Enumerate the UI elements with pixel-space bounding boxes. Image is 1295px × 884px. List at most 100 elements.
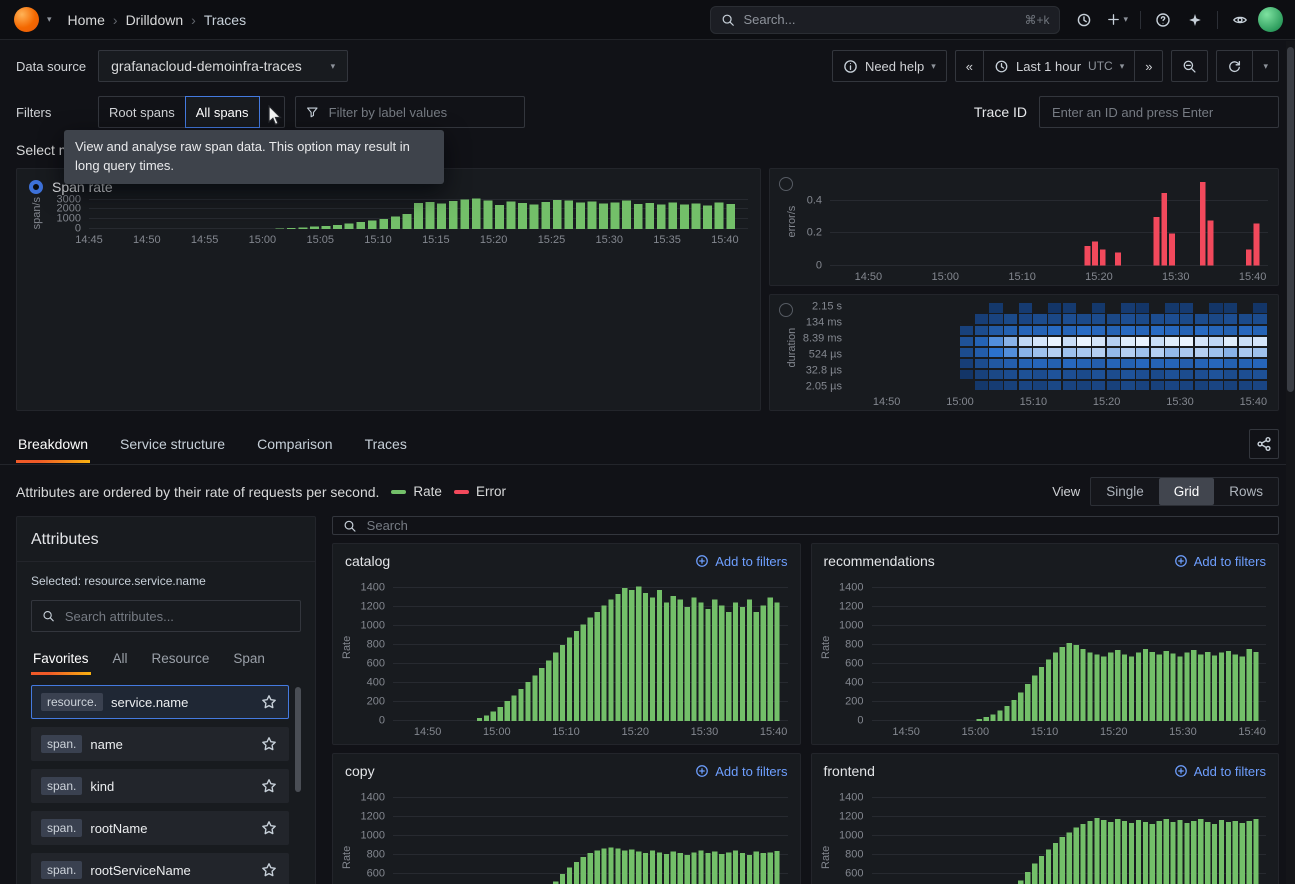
chevron-down-icon[interactable]: ▾	[47, 14, 52, 24]
favorite-star-button[interactable]	[259, 818, 279, 838]
error-rate-radio[interactable]	[779, 177, 793, 191]
attribute-item-name[interactable]: span. name	[31, 727, 289, 761]
panel-search-input[interactable]	[332, 516, 1279, 535]
datasource-picker[interactable]: grafanacloud-demoinfra-traces ▾	[98, 50, 349, 82]
plus-circle-icon	[696, 555, 709, 567]
attribute-search-input[interactable]	[31, 600, 301, 632]
add-to-filters-label: Add to filters	[1193, 553, 1266, 569]
help-button[interactable]	[1149, 6, 1177, 34]
page-scrollbar[interactable]	[1286, 41, 1295, 884]
time-range-picker[interactable]: Last 1 hour UTC ▾	[982, 50, 1136, 82]
tab-traces[interactable]: Traces	[364, 435, 407, 452]
root-spans-button[interactable]: Root spans	[98, 96, 186, 128]
refresh-button[interactable]	[1216, 50, 1254, 82]
assistant-button[interactable]	[1181, 6, 1209, 34]
trace-id-label: Trace ID	[973, 104, 1027, 120]
label-filter-field[interactable]	[326, 103, 515, 121]
attr-tab-resource[interactable]: Resource	[151, 651, 210, 666]
divider	[1140, 10, 1141, 29]
global-search-input[interactable]: Search... ⌘+k	[710, 5, 1061, 34]
add-to-filters-button[interactable]: Add to filters	[695, 554, 788, 569]
add-to-filters-button[interactable]: Add to filters	[695, 764, 788, 779]
favorite-star-button[interactable]	[259, 860, 279, 880]
add-to-filters-button[interactable]: Add to filters	[1174, 554, 1266, 569]
chevron-down-icon: ▾	[1123, 14, 1128, 24]
root-spans-label: Root spans	[109, 104, 175, 120]
panel-title: copy	[345, 763, 375, 779]
trace-id-input[interactable]	[1039, 96, 1279, 128]
chart-plot-area[interactable]	[393, 784, 788, 884]
chart-plot-area[interactable]	[850, 303, 1268, 392]
attribute-list: resource. service.name span. name span. …	[31, 685, 301, 884]
breadcrumb-drilldown[interactable]: Drilldown	[125, 11, 184, 28]
favorite-star-button[interactable]	[259, 692, 279, 712]
history-button[interactable]	[1070, 6, 1098, 34]
label-filter-input[interactable]	[295, 96, 526, 128]
info-circle-icon	[844, 59, 857, 73]
attribute-tabs: Favorites All Resource Span	[31, 644, 301, 675]
scrollbar-thumb[interactable]	[295, 687, 301, 792]
duration-radio[interactable]	[779, 302, 793, 317]
funnel-icon	[307, 107, 318, 118]
search-placeholder: Search...	[743, 12, 796, 27]
attribute-scope-tag: span.	[41, 777, 83, 795]
preview-button[interactable]	[1226, 6, 1254, 34]
tab-service-structure[interactable]: Service structure	[120, 435, 226, 452]
share-button[interactable]	[1249, 428, 1279, 459]
duration-panel: duration 2.15 s 134 ms 8.39 ms 524 µs 32.8 µ…	[769, 293, 1279, 411]
panel-search-field[interactable]	[364, 517, 1268, 534]
attribute-item-rootservicename[interactable]: span. rootServiceName	[31, 853, 289, 884]
attribute-item-rootname[interactable]: span. rootName	[31, 811, 289, 845]
add-to-filters-button[interactable]: Add to filters	[1174, 764, 1266, 779]
controls-row: Data source grafanacloud-demoinfra-trace…	[0, 40, 1295, 90]
breadcrumb-traces[interactable]: Traces	[203, 11, 247, 28]
selected-attribute-text: Selected: resource.service.name	[31, 574, 206, 588]
attribute-search-field[interactable]	[62, 607, 290, 625]
search-icon	[43, 611, 54, 622]
trace-id-field[interactable]	[1050, 103, 1268, 121]
radio-selected-icon[interactable]	[29, 180, 43, 194]
x-axis-ticks: 14:50 15:00 15:10 15:20 15:30 15:40	[413, 726, 788, 738]
time-shift-back-button[interactable]: «	[954, 50, 984, 82]
user-avatar[interactable]	[1258, 7, 1283, 32]
recommendations-chart: Rate 0 200 400 600 800 1000 1200 1400 14:50 15:0…	[818, 574, 1266, 738]
view-option-rows[interactable]: Rows	[1229, 484, 1263, 499]
attribute-item-service-name[interactable]: resource. service.name	[31, 685, 289, 719]
favorite-star-button[interactable]	[259, 734, 279, 754]
chart-plot-area[interactable]	[393, 574, 788, 721]
scrollbar-thumb[interactable]	[1287, 47, 1294, 392]
new-menu-button[interactable]: ▾	[1102, 6, 1132, 34]
favorite-star-button[interactable]	[259, 776, 279, 796]
list-scrollbar[interactable]	[295, 687, 301, 884]
chart-plot-area[interactable]	[871, 784, 1266, 884]
view-option-single[interactable]: Single	[1106, 484, 1144, 499]
view-option-grid[interactable]: Grid	[1158, 478, 1215, 505]
breadcrumb-home[interactable]: Home	[67, 11, 105, 28]
span-scope-toggle: Root spans All spans ▾	[98, 96, 286, 128]
attribute-item-kind[interactable]: span. kind	[31, 769, 289, 803]
zoom-out-button[interactable]	[1171, 50, 1209, 82]
attr-tab-favorites[interactable]: Favorites	[31, 644, 91, 675]
share-icon	[1257, 436, 1271, 451]
datasource-label: Data source	[16, 58, 87, 74]
x-axis-ticks: 14:50 15:00 15:10 15:20 15:30 15:40	[854, 270, 1267, 283]
attr-tab-all[interactable]: All	[112, 651, 128, 666]
chart-plot-area[interactable]	[89, 197, 748, 230]
attributes-sidebar: Attributes Selected: resource.service.na…	[16, 516, 316, 884]
need-help-button[interactable]: Need help ▾	[831, 50, 947, 82]
tab-comparison[interactable]: Comparison	[257, 435, 333, 452]
span-scope-dropdown-button[interactable]: ▾	[258, 96, 286, 128]
y-axis-ticks: 2.15 s 134 ms 8.39 ms 524 µs 32.8 µs 2.05 µs	[802, 300, 842, 393]
time-shift-forward-button[interactable]: »	[1134, 50, 1164, 82]
all-spans-button[interactable]: All spans	[184, 96, 260, 128]
chevron-down-icon: ▾	[931, 60, 936, 71]
attr-tab-span[interactable]: Span	[233, 651, 265, 666]
breakdown-grid: catalog Add to filters Rate 020040060080…	[332, 516, 1279, 884]
chart-plot-area[interactable]	[830, 177, 1268, 266]
grafana-logo[interactable]	[14, 7, 39, 32]
error-rate-chart: error/s 0 0.2 0.4 14:50 15:00 15:10 15:20 15:3…	[784, 177, 1268, 283]
refresh-interval-button[interactable]: ▾	[1252, 50, 1279, 82]
help-icon	[1156, 12, 1170, 27]
tab-breakdown[interactable]: Breakdown	[16, 425, 91, 463]
chart-plot-area[interactable]	[871, 574, 1266, 721]
